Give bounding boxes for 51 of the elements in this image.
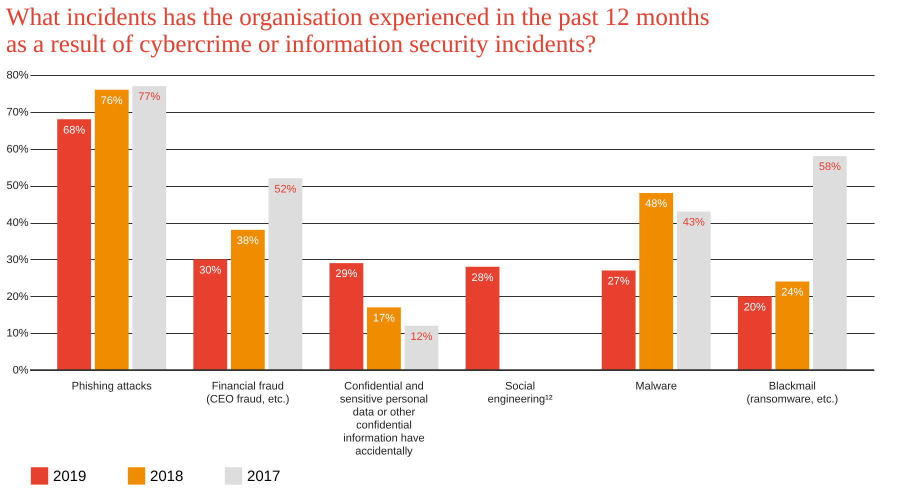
data-label: 76%: [100, 94, 123, 107]
y-tick-label: 40%: [6, 217, 29, 229]
x-tick-label: Confidential and sensitive personal data or other confidential information have accidentally: [340, 380, 428, 458]
x-tick-label: Social engineering¹²: [488, 380, 553, 406]
data-label: 77%: [138, 91, 160, 104]
bar: [812, 156, 847, 370]
chart-title: What incidents has the organisation experienced in the past 12 months as a result of cybercrime or information security incidents?: [6, 4, 710, 58]
data-label: 30%: [199, 264, 222, 276]
data-label: 12%: [410, 330, 433, 343]
y-tick-label: 70%: [6, 106, 29, 118]
bar: [329, 263, 364, 370]
y-tick-label: 60%: [6, 143, 29, 156]
x-tick-label: Blackmail (ransomware, etc.): [746, 380, 838, 406]
bar: [230, 230, 265, 370]
data-label: 20%: [744, 301, 766, 314]
y-tick-label: 50%: [6, 180, 29, 192]
bar: [676, 211, 711, 370]
bar: [404, 326, 438, 370]
bar: [775, 282, 810, 370]
y-tick-label: 10%: [6, 328, 29, 340]
bar: [367, 307, 401, 370]
x-tick-label: Phishing attacks: [72, 380, 152, 392]
data-label: 58%: [818, 161, 842, 174]
y-tick-label: 20%: [6, 290, 29, 303]
bar: [639, 193, 674, 370]
legend-label: 2017: [247, 468, 280, 485]
bar: [132, 86, 166, 370]
data-label: 27%: [608, 275, 630, 288]
legend-label: 2018: [150, 468, 184, 485]
data-label: 38%: [236, 234, 260, 247]
data-label: 52%: [274, 183, 297, 196]
data-label: 48%: [645, 198, 668, 210]
y-tick-label: 30%: [6, 254, 29, 266]
y-tick-label: 0%: [12, 364, 29, 376]
data-label: 24%: [781, 286, 804, 298]
data-label: 28%: [471, 272, 494, 284]
bar: [268, 178, 302, 370]
bar: [466, 266, 500, 370]
data-label: 68%: [63, 124, 86, 136]
data-label: 29%: [335, 268, 358, 280]
bar: [94, 90, 129, 370]
data-label: 17%: [372, 312, 396, 324]
bar: [602, 270, 636, 370]
data-label: 43%: [682, 216, 705, 228]
x-tick-label: Financial fraud (CEO fraud, etc.): [206, 380, 290, 406]
legend-label: 2019: [53, 468, 86, 485]
y-tick-label: 80%: [6, 70, 29, 82]
bar: [738, 296, 772, 370]
bar: [193, 259, 228, 370]
x-tick-label: Malware: [635, 380, 677, 392]
bar: [57, 119, 92, 370]
